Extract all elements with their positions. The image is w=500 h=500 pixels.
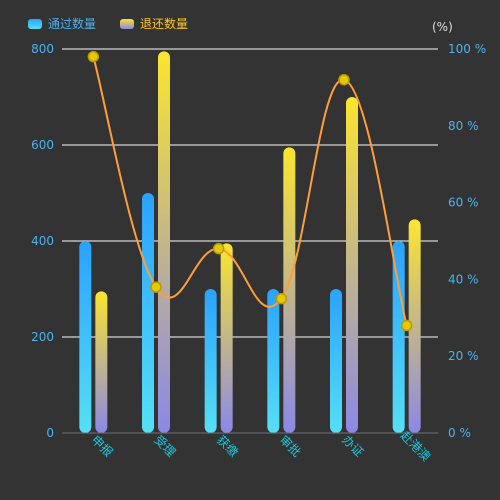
line-point[interactable] [338, 73, 350, 86]
x-axis: 申报 受理 获缴 审批 办证 赴港澳 [62, 428, 438, 464]
bar-passed[interactable] [392, 241, 405, 433]
legend-swatch[interactable] [120, 19, 134, 29]
left-tick-label: 400 [31, 234, 54, 248]
right-tick-label: 80 % [448, 119, 479, 133]
bar-passed[interactable] [330, 289, 342, 433]
right-tick-label: 20 % [448, 349, 479, 363]
category-label: 获缴 [214, 432, 242, 460]
bars [79, 51, 421, 434]
line-point[interactable] [150, 281, 162, 293]
legend[interactable]: 通过数量 退还数量 [28, 16, 188, 31]
bar-returned[interactable] [220, 243, 233, 433]
rate-line [87, 50, 413, 332]
grid-lines [62, 48, 438, 338]
bar-returned[interactable] [408, 219, 421, 433]
line-point[interactable] [275, 292, 288, 305]
category-label: 办证 [339, 432, 367, 460]
bar-returned[interactable] [283, 147, 296, 433]
category-label: 审批 [277, 432, 305, 460]
bar-passed[interactable] [79, 241, 92, 433]
right-tick-label: 40 % [448, 272, 479, 286]
right-tick-label: 0 % [448, 426, 471, 440]
right-axis-unit-label: (%) [432, 20, 453, 34]
right-tick-label: 60 % [448, 196, 479, 210]
legend-swatch[interactable] [28, 19, 42, 29]
legend-label[interactable]: 退还数量 [140, 16, 188, 31]
left-tick-label: 800 [31, 42, 54, 56]
bar-returned[interactable] [158, 51, 170, 434]
bar-returned[interactable] [95, 291, 108, 433]
line-point[interactable] [212, 242, 225, 255]
line-point[interactable] [400, 319, 413, 332]
right-tick-label: 100 % [448, 42, 486, 56]
left-tick-label: 600 [31, 138, 54, 152]
line-point[interactable] [87, 50, 100, 63]
category-label: 申报 [89, 432, 117, 460]
left-tick-label: 0 [46, 426, 54, 440]
line-series-path [92, 56, 408, 326]
category-label: 受理 [151, 433, 178, 460]
legend-label[interactable]: 通过数量 [48, 16, 96, 31]
category-label: 赴港澳 [398, 428, 433, 463]
bar-returned[interactable] [346, 97, 358, 433]
left-tick-label: 200 [31, 330, 54, 344]
bar-passed[interactable] [267, 289, 280, 433]
right-axis: 0 % 20 % 40 % 60 % 80 % 100 % [448, 42, 486, 440]
bar-passed[interactable] [142, 193, 154, 433]
bar-passed[interactable] [204, 289, 217, 433]
left-axis: 0 200 400 600 800 [31, 42, 54, 440]
